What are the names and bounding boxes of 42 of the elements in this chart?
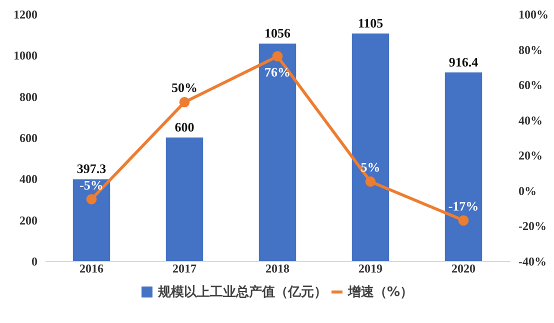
bar [352, 34, 390, 261]
x-tick-label: 2018 [266, 262, 290, 276]
y-tick-label: 1000 [14, 48, 38, 63]
data-label: 1105 [358, 16, 384, 31]
point [458, 215, 469, 226]
bar [444, 72, 482, 261]
y2-tick-label: 80% [518, 42, 542, 57]
y2-tick-label: 40% [518, 113, 542, 128]
data-label: 5% [360, 160, 380, 175]
point [86, 194, 97, 204]
y2-tick-label: 60% [518, 78, 542, 92]
data-label: 76% [264, 64, 290, 80]
data-label: -5% [80, 177, 104, 192]
legend-label: 增速（%） [347, 285, 414, 300]
x-tick-label: 2019 [358, 262, 382, 276]
x-tick-label: 2020 [452, 262, 476, 276]
x-tick-label: 2016 [80, 262, 104, 276]
y2-tick-label: -20% [518, 219, 546, 234]
legend-label: 规模以上工业总产值（亿元） [157, 284, 327, 300]
y2-tick-label: 20% [518, 148, 542, 163]
data-label: -17% [448, 198, 479, 214]
y2-tick-label: 0% [518, 184, 536, 198]
data-label: 916.4 [448, 54, 479, 70]
bar [258, 44, 296, 261]
y-tick-label: 400 [20, 172, 38, 186]
y-tick-label: 200 [20, 213, 38, 228]
data-label: 50% [172, 80, 198, 96]
data-label: 1056 [264, 26, 291, 41]
y2-tick-label: -40% [518, 254, 546, 268]
bar [166, 138, 204, 261]
y-tick-label: 800 [20, 90, 38, 104]
bar [72, 179, 110, 261]
y-tick-label: 1200 [14, 8, 38, 22]
data-label: 600 [174, 120, 194, 134]
y2-tick-label: 100% [518, 8, 548, 22]
point [365, 176, 376, 187]
y-tick-label: 0 [32, 254, 38, 268]
point [272, 51, 283, 62]
y-tick-label: 600 [20, 131, 38, 145]
data-label: 397.3 [76, 161, 107, 176]
x-tick-label: 2017 [172, 262, 196, 276]
point [179, 97, 190, 108]
